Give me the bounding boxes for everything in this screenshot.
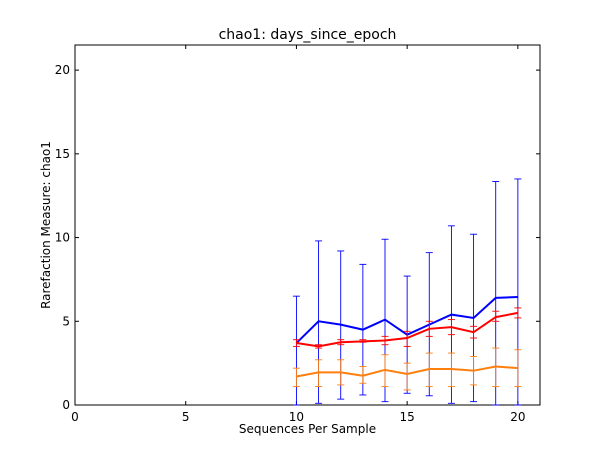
x-tick-label: 15 [400,410,415,424]
y-tick-label: 15 [55,147,70,161]
x-tick-label: 0 [71,410,79,424]
series-line [296,311,519,348]
x-axis-label: Sequences Per Sample [239,422,376,436]
y-tick-label: 20 [55,63,70,77]
plot-area [74,44,541,406]
y-axis-label: Rarefaction Measure: chao1 [39,141,53,309]
x-tick-label: 5 [182,410,190,424]
series-layer [292,178,522,406]
y-tick-label: 0 [62,398,70,412]
y-tick-label: 5 [62,314,70,328]
series-1 [292,307,522,349]
x-tick-label: 10 [289,410,304,424]
y-tick-label: 10 [55,231,70,245]
series-2 [292,347,522,391]
series-line [296,365,518,378]
x-tick-label: 20 [510,410,525,424]
chart-title: chao1: days_since_epoch [219,27,397,43]
